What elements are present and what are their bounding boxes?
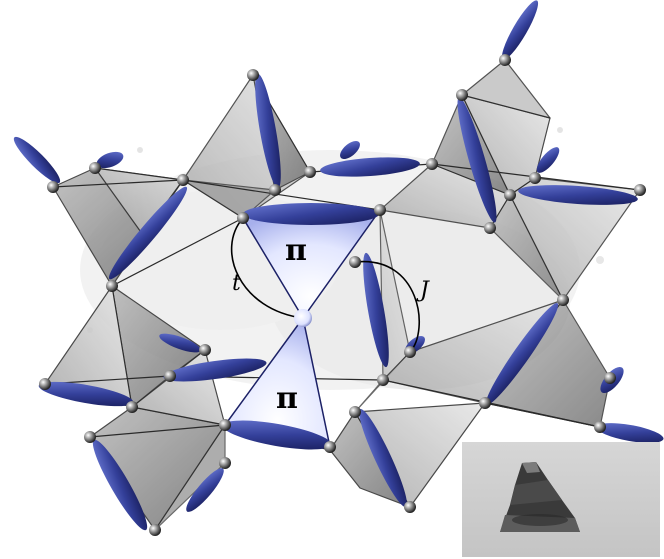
atom xyxy=(594,421,606,433)
atom xyxy=(479,397,491,409)
orbital-lobe xyxy=(501,0,539,60)
pi-triangle-top: π xyxy=(241,203,382,320)
atom xyxy=(456,89,468,101)
atom xyxy=(237,212,249,224)
atom xyxy=(349,256,361,268)
atom xyxy=(269,184,281,196)
atom xyxy=(426,158,438,170)
atom xyxy=(499,54,511,66)
atom xyxy=(374,204,386,216)
atom xyxy=(199,344,211,356)
orbital-lobe xyxy=(186,468,224,512)
orbital-lobe xyxy=(457,97,497,223)
atom xyxy=(219,457,231,469)
pi-symbol-bottom: π xyxy=(276,381,298,416)
orbital-lobe xyxy=(163,358,267,382)
atom xyxy=(484,222,496,234)
atom xyxy=(126,401,138,413)
atom xyxy=(529,172,541,184)
atom xyxy=(377,374,389,386)
orbital-lobe xyxy=(92,439,148,531)
hopping-arc xyxy=(230,217,304,319)
pi-symbol-top: π xyxy=(285,233,307,268)
orbital-lobe xyxy=(485,303,559,405)
coupling-arcs xyxy=(230,217,421,353)
crystal-photo-icon xyxy=(462,442,660,557)
orbital-lobe xyxy=(255,73,281,189)
atom xyxy=(304,166,316,178)
exchange-label: J xyxy=(416,278,430,303)
atom xyxy=(39,378,51,390)
orbital-lobe xyxy=(38,381,134,407)
pi-triangle-bottom: π xyxy=(222,316,332,450)
orbital-lobe xyxy=(108,186,188,280)
orbital-lobe xyxy=(359,408,407,508)
atom xyxy=(349,406,361,418)
atoms xyxy=(39,54,646,536)
orbital-lobe xyxy=(596,423,664,443)
center-atom xyxy=(294,309,312,327)
atom xyxy=(404,346,416,358)
atom xyxy=(177,174,189,186)
atom xyxy=(106,280,118,292)
atom xyxy=(164,370,176,382)
orbital-lobe xyxy=(536,147,560,173)
atom xyxy=(604,372,616,384)
orbital-lobe xyxy=(363,252,389,368)
atom xyxy=(89,162,101,174)
exchange-arc xyxy=(354,260,421,353)
atom xyxy=(504,189,516,201)
atom xyxy=(404,501,416,513)
orbital-lobe xyxy=(340,141,360,159)
atom xyxy=(219,419,231,431)
orbital-lobe xyxy=(320,157,420,177)
orbital-lobe xyxy=(96,151,124,169)
orbital-lobe xyxy=(159,333,201,353)
orbitals xyxy=(13,0,664,531)
atom xyxy=(247,69,259,81)
atom xyxy=(149,524,161,536)
orbital-lobe xyxy=(518,185,638,205)
atom xyxy=(84,431,96,443)
atom xyxy=(47,181,59,193)
atom xyxy=(557,294,569,306)
orbital-lobe xyxy=(13,136,61,184)
hopping-label: t xyxy=(232,271,241,296)
atom xyxy=(634,184,646,196)
atom xyxy=(324,441,336,453)
